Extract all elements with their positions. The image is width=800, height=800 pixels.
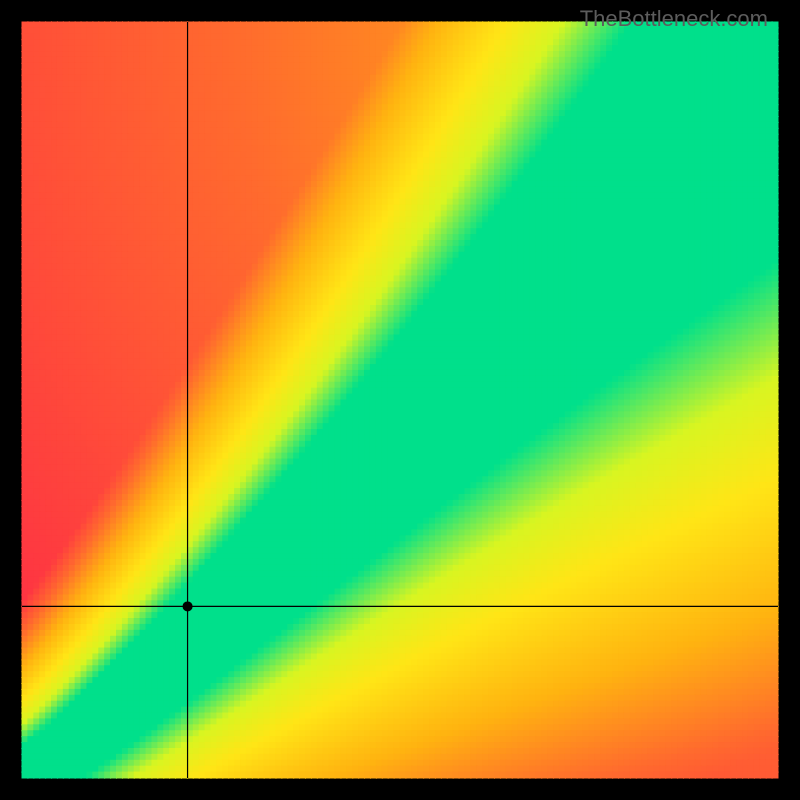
watermark-text: TheBottleneck.com (580, 6, 768, 32)
chart-container: TheBottleneck.com (0, 0, 800, 800)
bottleneck-heatmap (0, 0, 800, 800)
